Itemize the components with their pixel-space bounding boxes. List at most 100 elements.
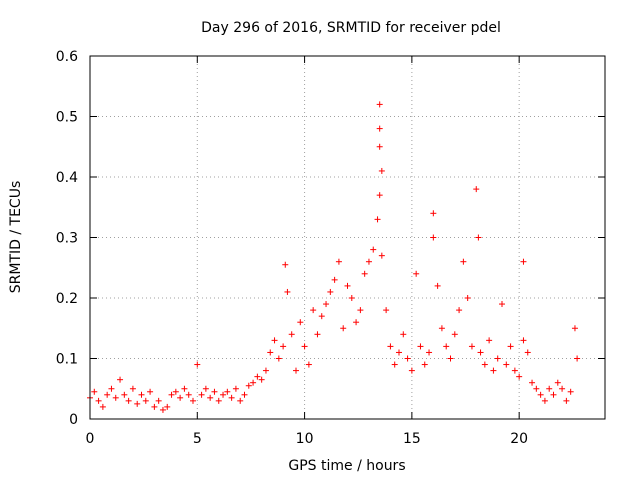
data-point [529, 379, 536, 386]
data-point [331, 276, 338, 283]
data-point [460, 258, 467, 265]
data-point [181, 385, 188, 392]
data-point [142, 397, 149, 404]
data-point [241, 391, 248, 398]
data-point [430, 234, 437, 241]
data-point [151, 403, 158, 410]
data-point [413, 270, 420, 277]
data-point [117, 376, 124, 383]
data-point [546, 385, 553, 392]
data-point [228, 394, 235, 401]
data-point [194, 361, 201, 368]
data-point [516, 373, 523, 380]
data-point [104, 391, 111, 398]
data-point [220, 391, 227, 398]
x-tick-label: 5 [193, 431, 202, 447]
data-point [327, 288, 334, 295]
data-point [520, 337, 527, 344]
data-point [374, 216, 381, 223]
data-point [95, 397, 102, 404]
x-tick-label: 20 [510, 431, 528, 447]
data-point [125, 397, 132, 404]
data-point [267, 349, 274, 356]
data-point [376, 143, 383, 150]
y-tick-label: 0.6 [56, 49, 78, 65]
chart-title: Day 296 of 2016, SRMTID for receiver pde… [201, 20, 501, 36]
data-point [376, 192, 383, 199]
y-tick-label: 0.5 [56, 110, 78, 126]
data-point [288, 331, 295, 338]
y-axis-label: SRMTID / TECUs [8, 181, 24, 294]
data-point [567, 388, 574, 395]
data-point [348, 295, 355, 301]
data-point [258, 376, 265, 383]
data-point [280, 343, 287, 350]
data-point [426, 349, 433, 356]
x-tick-label: 0 [86, 431, 95, 447]
data-point [99, 403, 106, 410]
data-point [168, 391, 175, 398]
data-point [559, 385, 566, 392]
data-point [550, 391, 557, 398]
data-point [387, 343, 394, 350]
data-point [486, 337, 493, 344]
data-point [533, 385, 540, 392]
data-point [391, 361, 398, 368]
data-point [417, 343, 424, 350]
data-point [438, 325, 445, 332]
data-point [511, 367, 518, 374]
data-point [400, 331, 407, 338]
data-point [383, 307, 390, 314]
data-point [172, 388, 179, 395]
x-axis-label: GPS time / hours [288, 458, 405, 474]
y-tick-label: 0.2 [56, 291, 78, 307]
data-point [262, 367, 269, 374]
axis-ticks: 0 0.1 0.2 0.3 0.4 0.5 0.6 0 5 10 15 20 [56, 49, 605, 447]
data-point [301, 343, 308, 350]
data-point [340, 325, 347, 332]
data-point [456, 307, 463, 314]
data-point [108, 385, 115, 392]
data-point [430, 210, 437, 217]
data-point [481, 361, 488, 368]
data-point [447, 355, 454, 362]
data-point [537, 391, 544, 398]
data-point [275, 355, 282, 362]
y-tick-label: 0.4 [56, 170, 78, 186]
data-point [282, 261, 289, 268]
data-point [318, 313, 325, 320]
y-tick-label: 0.1 [56, 352, 78, 368]
data-point [408, 367, 415, 374]
data-point [190, 397, 196, 404]
data-point [215, 397, 222, 404]
data-point [164, 403, 171, 410]
data-point [503, 361, 510, 368]
data-point [378, 252, 385, 259]
data-point [147, 388, 154, 395]
data-point [335, 258, 342, 265]
y-tick-label: 0 [69, 412, 78, 428]
data-point [314, 331, 321, 338]
data-point [473, 186, 480, 193]
data-point [211, 388, 218, 395]
data-point [232, 385, 239, 392]
data-points [87, 101, 581, 413]
data-point [378, 167, 385, 174]
data-point [207, 394, 214, 401]
data-point [357, 307, 364, 314]
data-point [477, 349, 484, 356]
data-point [507, 343, 514, 350]
grid [90, 56, 605, 419]
data-point [138, 391, 145, 398]
data-point [365, 258, 372, 265]
data-point [421, 361, 428, 368]
x-tick-label: 15 [403, 431, 421, 447]
data-point [323, 301, 330, 308]
data-point [475, 234, 482, 241]
data-point [490, 367, 497, 374]
data-point [284, 288, 291, 295]
data-point [293, 367, 299, 374]
data-point [245, 382, 252, 389]
data-point [443, 343, 450, 350]
